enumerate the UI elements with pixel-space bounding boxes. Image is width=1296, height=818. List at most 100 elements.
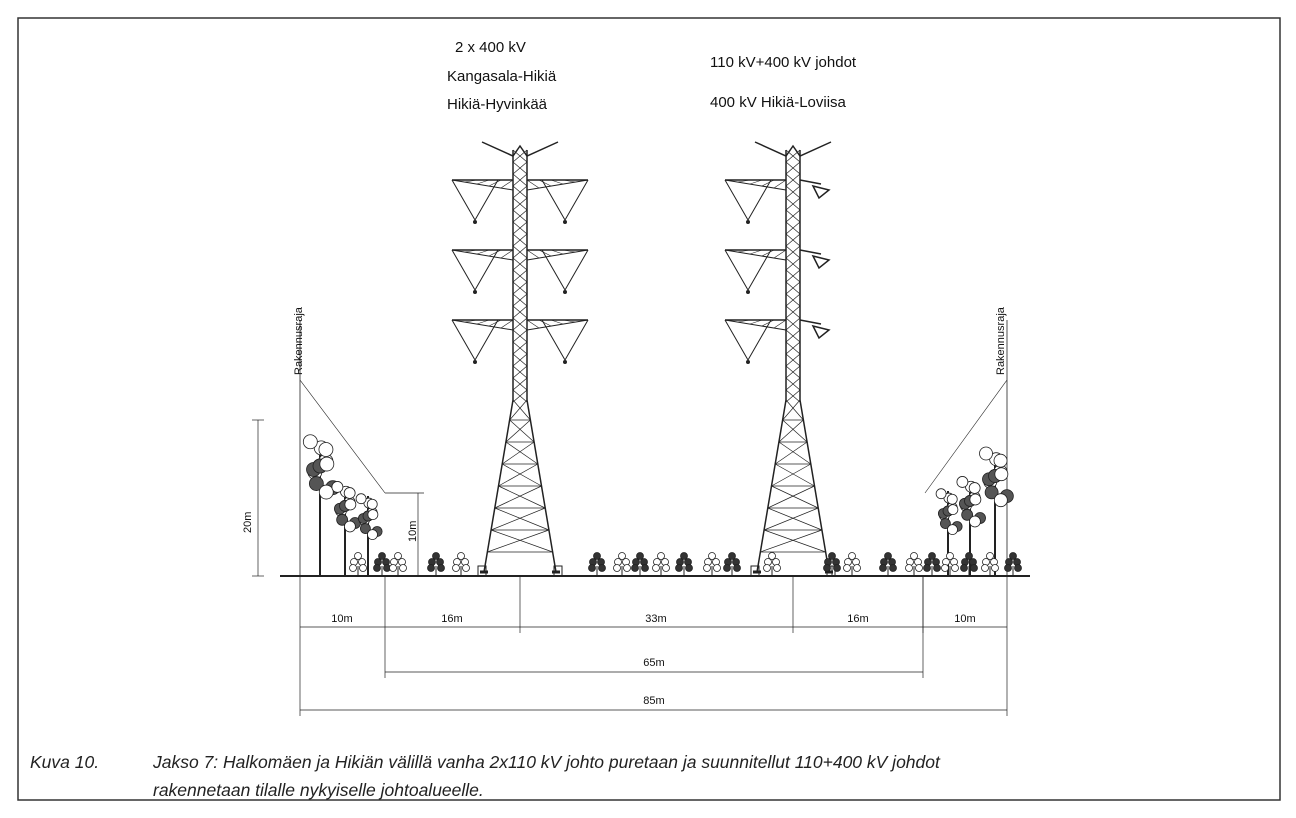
brace — [464, 319, 478, 323]
brace — [505, 419, 531, 443]
shrub — [941, 564, 949, 572]
shrub — [394, 552, 402, 560]
shrub — [623, 564, 631, 572]
boundary-label: Rakennusraja — [995, 306, 1007, 375]
brace — [737, 319, 751, 323]
shrub — [733, 564, 741, 572]
crossarm — [451, 319, 514, 331]
brace — [498, 463, 538, 487]
crossarm — [799, 319, 822, 325]
brace — [502, 441, 535, 465]
peak — [754, 141, 832, 157]
foundation — [553, 565, 563, 577]
brace — [488, 249, 502, 257]
peak — [481, 141, 559, 157]
shrub — [889, 564, 897, 572]
shrub — [843, 564, 851, 572]
brace — [500, 319, 514, 329]
foliage — [946, 493, 958, 505]
foliage — [366, 498, 378, 510]
shrub — [462, 564, 470, 572]
insulator — [811, 184, 831, 200]
brace — [512, 317, 528, 331]
shrub — [675, 564, 683, 572]
conductor — [473, 220, 477, 224]
crossarm — [451, 249, 514, 261]
foliage — [940, 518, 951, 529]
brace — [550, 179, 564, 185]
height-label: 20m — [242, 512, 254, 533]
foliage — [993, 453, 1008, 468]
shrub — [457, 552, 465, 560]
shrub — [631, 564, 639, 572]
conductor — [563, 220, 567, 224]
brace — [562, 249, 576, 253]
foliage — [994, 467, 1009, 482]
brace — [512, 221, 528, 235]
shrub — [986, 552, 994, 560]
shrub — [923, 564, 931, 572]
brace — [509, 419, 535, 443]
foliage — [367, 529, 378, 541]
shrub — [933, 564, 941, 572]
shrub — [636, 552, 644, 560]
clearance — [299, 379, 386, 494]
brace — [490, 507, 546, 531]
shrub — [593, 552, 601, 560]
height-label: 10m — [407, 521, 419, 542]
brace — [785, 221, 801, 235]
brace — [464, 179, 478, 183]
brace — [761, 179, 775, 187]
foliage — [344, 498, 357, 511]
shrub — [437, 564, 445, 572]
brace — [785, 365, 801, 379]
crossarm — [526, 179, 589, 191]
brace — [500, 179, 514, 189]
brace — [526, 319, 540, 329]
brace — [763, 507, 819, 531]
width-label: 33m — [645, 613, 666, 625]
shrub — [884, 552, 892, 560]
brace — [785, 281, 801, 295]
crossarm — [526, 249, 589, 261]
foliage — [355, 493, 367, 505]
brace — [785, 245, 801, 259]
boundary-label: Rakennusraja — [293, 306, 305, 375]
tower-label: 400 kV Hikiä-Loviisa — [710, 94, 847, 111]
brace — [538, 249, 552, 257]
shrub — [713, 564, 721, 572]
brace — [749, 319, 763, 325]
brace — [562, 319, 576, 323]
brace — [761, 249, 775, 257]
brace — [785, 341, 801, 355]
brace — [782, 399, 801, 421]
caption-text: Jakso 7: Halkomäen ja Hikiän välillä van… — [152, 752, 941, 772]
brace — [785, 257, 801, 271]
shrub — [399, 564, 407, 572]
brace — [562, 179, 576, 183]
crossarm — [799, 249, 822, 255]
foliage — [947, 504, 959, 516]
brace — [785, 399, 804, 421]
brace — [512, 173, 528, 187]
brace — [550, 249, 564, 255]
brace — [761, 319, 775, 327]
brace — [773, 179, 787, 189]
brace — [512, 233, 528, 247]
brace — [785, 173, 801, 187]
brace — [490, 529, 553, 553]
shrub — [970, 564, 978, 572]
crossarm — [724, 319, 787, 331]
brace — [785, 377, 801, 391]
shrub — [928, 552, 936, 560]
shrub — [879, 564, 887, 572]
brace — [538, 179, 552, 187]
brace — [512, 281, 528, 295]
shrub — [905, 564, 913, 572]
brace — [775, 463, 815, 487]
brace — [512, 257, 528, 271]
brace — [737, 249, 751, 253]
brace — [494, 507, 550, 531]
shrub — [946, 552, 954, 560]
